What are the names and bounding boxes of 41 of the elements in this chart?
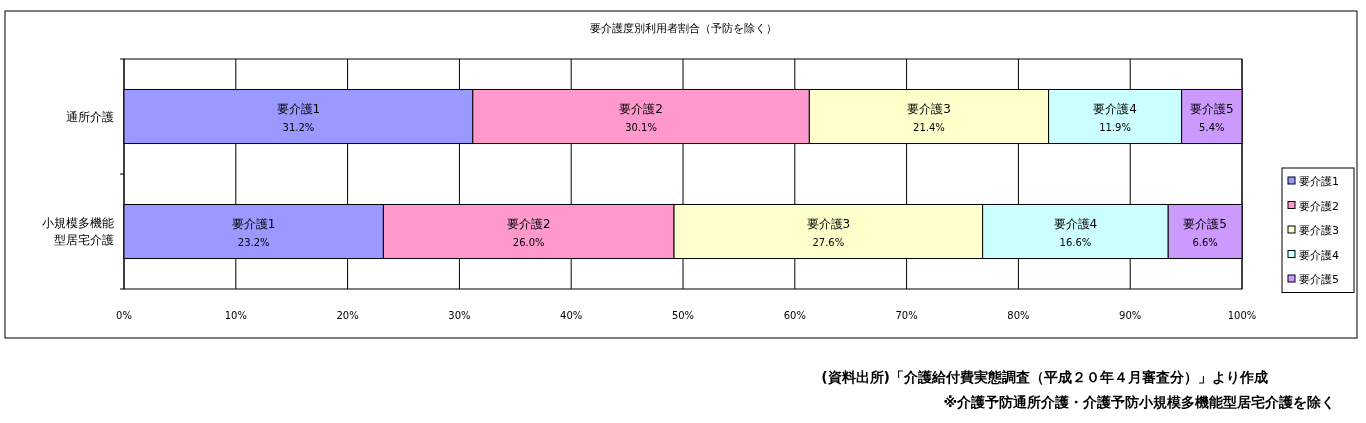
- x-tick-label: 0%: [116, 310, 132, 321]
- legend-label: 要介護4: [1299, 248, 1339, 262]
- x-tick-label: 10%: [224, 310, 247, 321]
- x-tick-label: 30%: [448, 310, 471, 321]
- data-label: 21.4%: [913, 121, 945, 133]
- y-tick-label: 通所介護: [66, 109, 114, 124]
- legend-label: 要介護3: [1299, 224, 1339, 237]
- legend-label: 要介護2: [1299, 199, 1339, 213]
- text: (資料出所)「介護給付費実態調査（平成２０年４月審査分）」より作成: [821, 369, 1268, 385]
- data-label: 31.2%: [282, 121, 315, 133]
- data-label: 30.1%: [625, 121, 657, 133]
- text: 要介護3: [907, 101, 951, 116]
- legend-label: 要介護1: [1299, 175, 1339, 188]
- data-label: 16.6%: [1059, 236, 1092, 248]
- x-tick-label: 50%: [671, 310, 695, 321]
- data-label: 27.6%: [812, 236, 845, 248]
- x-tick-label: 100%: [1227, 310, 1257, 321]
- text: 要介護4: [1053, 216, 1098, 231]
- data-label: 23.2%: [237, 236, 270, 248]
- data-label: 11.9%: [1099, 121, 1131, 133]
- data-label: 26.0%: [512, 236, 545, 248]
- x-tick-label: 80%: [1007, 310, 1030, 321]
- text: 要介護2: [619, 101, 663, 116]
- y-tick-label: 小規模多機能型居宅介護: [42, 216, 114, 247]
- text: 要介護5: [1183, 216, 1227, 231]
- x-tick-label: 40%: [560, 310, 583, 321]
- text: 要介護5: [1189, 101, 1234, 116]
- x-tick-label: 70%: [895, 310, 918, 321]
- x-tick-label: 90%: [1119, 310, 1142, 321]
- text: 要介護1: [231, 216, 276, 231]
- x-tick-label: 60%: [783, 310, 806, 321]
- text: 要介護2: [506, 216, 551, 231]
- data-label: 6.6%: [1192, 236, 1218, 248]
- text: 要介護1: [276, 101, 321, 116]
- legend-label: 要介護5: [1299, 273, 1339, 286]
- chart-title: 要介護度別利用者割合（予防を除く）: [589, 22, 777, 35]
- x-tick-label: 20%: [336, 310, 359, 321]
- text: 要介護4: [1093, 101, 1137, 116]
- text: ※介護予防通所介護・介護予防小規模多機能型居宅介護を除く: [943, 394, 1335, 410]
- text: 要介護3: [806, 216, 851, 231]
- data-label: 5.4%: [1199, 121, 1225, 133]
